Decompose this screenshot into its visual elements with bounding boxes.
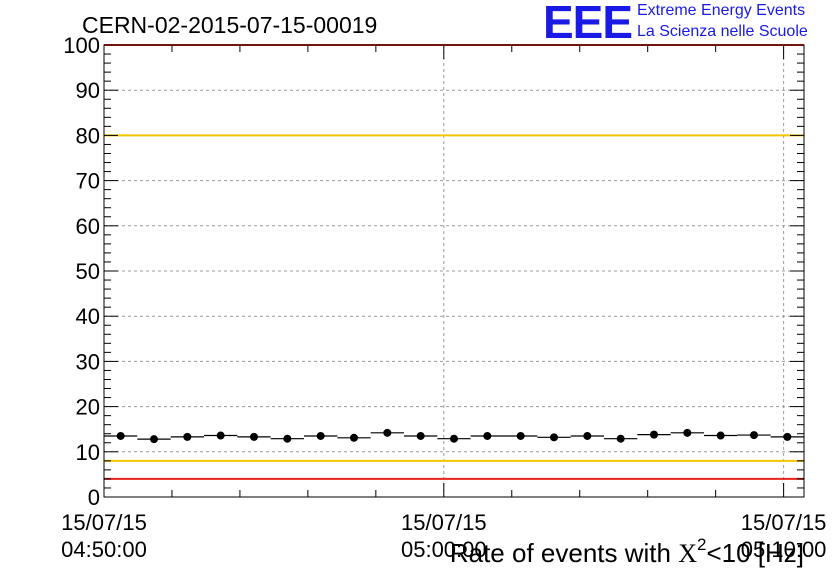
x-tick-date: 15/07/15 [401,510,487,535]
y-tick-label: 40 [76,304,100,329]
data-point [150,435,158,444]
data-points [104,428,804,444]
data-point [583,431,592,440]
x-tick-time: 04:50:00 [61,537,147,562]
x-tick-date: 15/07/15 [61,510,147,535]
data-point [450,434,458,443]
chart-title: CERN-02-2015-07-15-00019 [82,12,377,38]
data-point [716,431,725,440]
data-point [183,432,192,441]
reference-lines [104,44,804,480]
x-tick-time: 05:00:00 [401,537,487,562]
x-axis: 15/07/1504:50:0015/07/1505:00:0015/07/15… [61,45,826,562]
x-tick-date: 15/07/15 [741,510,827,535]
grid-lines [104,45,804,497]
data-point [550,433,558,442]
y-tick-label: 70 [76,169,100,194]
data-point [783,432,792,441]
y-tick-label: 90 [76,78,100,103]
data-point [683,428,692,437]
data-point [216,431,225,440]
data-point [383,428,392,437]
y-tick-label: 30 [76,349,100,374]
x-axis-label: Rate of events with X2<10 [Hz] [450,535,804,568]
data-point [616,434,625,443]
eee-logo: EEE [543,0,633,48]
data-point [350,433,358,442]
brand-line-2: La Scienza nelle Scuole [637,23,808,40]
data-point [283,434,292,443]
data-point [416,431,425,440]
data-point [750,431,758,440]
y-tick-label: 100 [63,33,100,58]
data-point [250,432,258,441]
y-tick-label: 20 [76,395,100,420]
data-point [116,431,125,440]
y-tick-label: 80 [76,123,100,148]
y-tick-label: 60 [76,214,100,239]
x-tick-time: 05:10:00 [741,537,827,562]
y-tick-label: 10 [76,440,100,465]
y-tick-label: 50 [76,259,100,284]
brand-line-1: Extreme Energy Events [637,2,806,19]
data-point [650,430,658,439]
data-point [316,431,325,440]
y-tick-label: 0 [88,485,100,510]
data-point [483,431,492,440]
data-point [516,431,525,440]
y-axis: 0 10 20 30 40 50 60 70 80 90 100 [63,33,804,510]
